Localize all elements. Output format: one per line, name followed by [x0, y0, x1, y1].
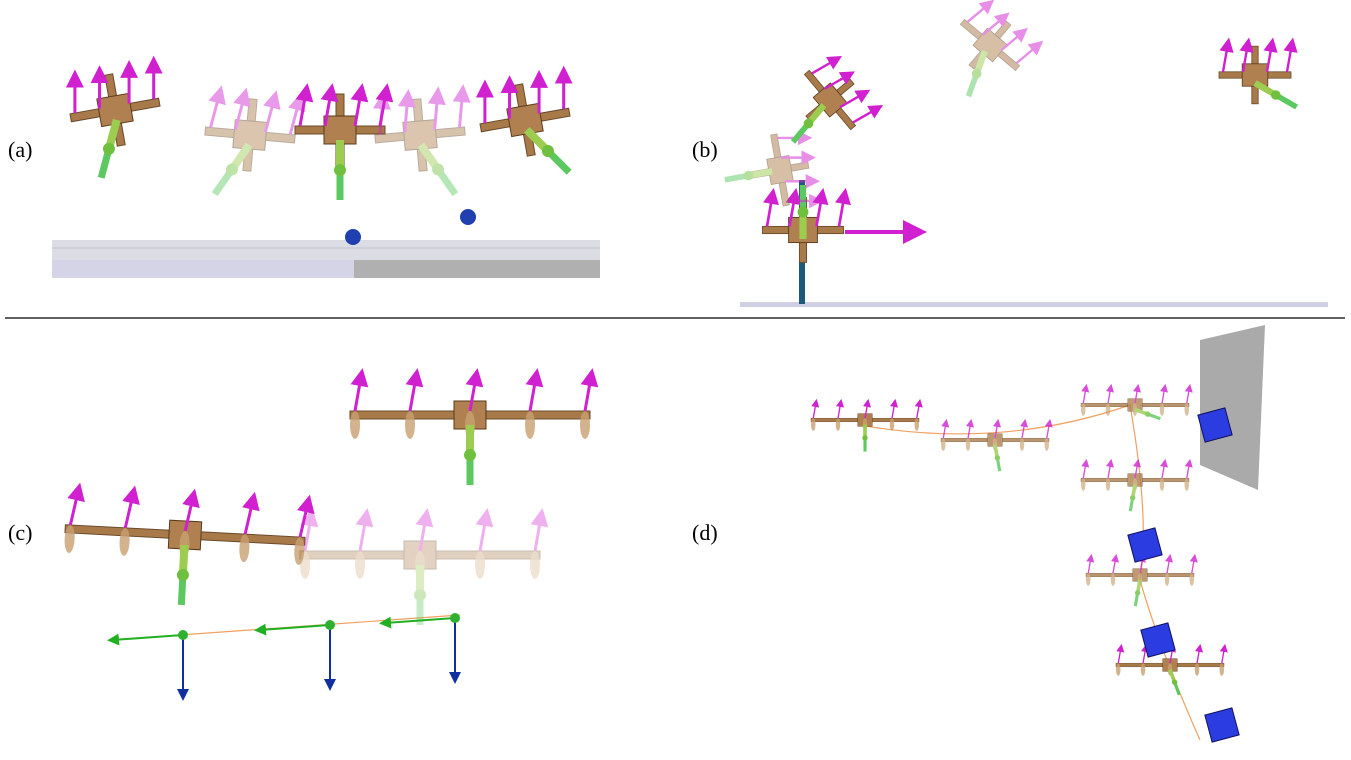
page: {"panels": [{"label": "(a)"}, {"label": … — [0, 0, 1351, 760]
drone — [1219, 45, 1297, 107]
panel-label: (d) — [692, 520, 718, 545]
drone — [474, 75, 580, 186]
axis — [260, 625, 330, 630]
drone — [763, 185, 845, 262]
drone — [1081, 388, 1189, 419]
drone — [1081, 463, 1189, 511]
ground-b — [740, 302, 1328, 307]
box — [1141, 623, 1175, 657]
drone — [372, 93, 471, 201]
drone — [300, 517, 541, 625]
wall — [1200, 325, 1265, 490]
drone — [62, 491, 308, 611]
panel-label: (b) — [692, 137, 718, 162]
ball — [345, 229, 361, 245]
drone — [811, 403, 919, 452]
drone — [1116, 648, 1224, 695]
drone — [1086, 558, 1194, 606]
drone — [350, 377, 591, 485]
trajectory — [860, 405, 1200, 740]
panel-label: (a) — [8, 137, 32, 162]
panel-label: (c) — [8, 520, 32, 545]
drone — [200, 93, 299, 201]
ground-a — [52, 240, 600, 278]
drone — [765, 53, 877, 164]
joint — [325, 620, 335, 630]
drone — [928, 0, 1037, 109]
ball — [460, 209, 476, 225]
joint — [450, 613, 460, 623]
box — [1128, 528, 1162, 562]
axis — [113, 635, 183, 640]
joint — [178, 630, 188, 640]
figure: (a) (b) (c) (d) — [0, 0, 1351, 760]
drone — [64, 65, 171, 182]
box — [1205, 708, 1239, 742]
drone — [295, 92, 386, 200]
drone — [941, 423, 1049, 471]
